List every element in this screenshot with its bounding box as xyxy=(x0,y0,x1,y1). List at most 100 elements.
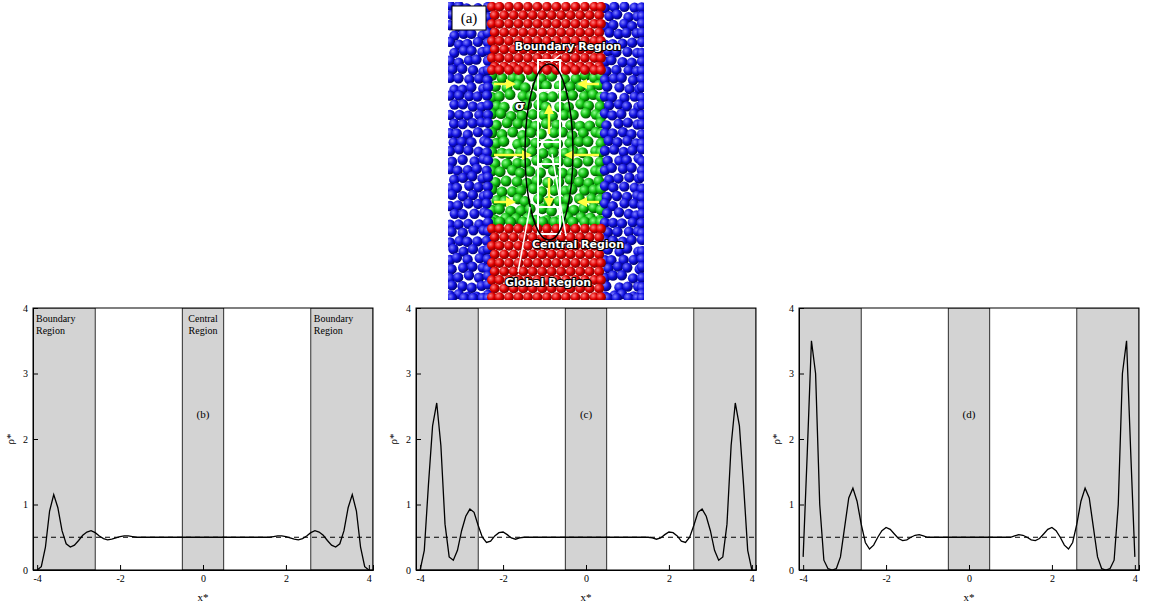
reservoir-atom xyxy=(452,252,462,262)
x-tick: 0 xyxy=(967,565,972,584)
wall-atom xyxy=(499,249,509,259)
wall-atom xyxy=(585,27,595,37)
y-tick-label: 4 xyxy=(789,303,794,314)
y-tick-label: 3 xyxy=(23,368,28,379)
reservoir-atom xyxy=(448,280,457,290)
x-axis-title: x* xyxy=(964,591,975,603)
x-tick-mark xyxy=(969,565,970,570)
reservoir-atom xyxy=(466,283,476,293)
y-tick-label: 1 xyxy=(406,499,411,510)
reservoir-atom xyxy=(609,144,619,154)
reservoir-atom xyxy=(448,190,457,200)
y-tick-label: 2 xyxy=(23,434,28,445)
snapshot-background xyxy=(448,2,644,300)
leader-line xyxy=(551,55,560,62)
x-tick-mark xyxy=(752,565,753,570)
y-tick-label: 0 xyxy=(406,565,411,576)
fluid-atom xyxy=(501,176,512,187)
y-tick: 1 xyxy=(406,499,421,510)
wall-atom xyxy=(495,258,505,268)
panel-label: (b) xyxy=(197,408,210,421)
wall-atom xyxy=(542,53,552,63)
y-tick: 3 xyxy=(406,368,421,379)
wall-atom xyxy=(571,258,581,268)
wall-atom xyxy=(585,10,595,20)
density-line xyxy=(37,495,369,570)
column-divider xyxy=(538,163,560,165)
reservoir-atom xyxy=(637,119,644,129)
reservoir-atom xyxy=(448,293,457,300)
wall-atom xyxy=(596,224,606,234)
wall-atom xyxy=(537,10,547,20)
x-axis: -4-2024 xyxy=(33,565,373,584)
region-label: CentralRegion xyxy=(188,313,218,336)
reservoir-atom xyxy=(626,163,636,173)
reservoir-atom xyxy=(622,47,632,57)
x-tick: -2 xyxy=(116,565,124,584)
shaded-region xyxy=(33,308,95,570)
x-tick-label: -4 xyxy=(799,573,807,584)
global-region-outline xyxy=(525,64,573,240)
y-tick: 2 xyxy=(406,434,421,445)
x-axis-title: x* xyxy=(581,591,592,603)
x-tick: 4 xyxy=(750,565,755,584)
reservoir-atom xyxy=(637,235,644,245)
reservoir-atom xyxy=(483,100,493,110)
wall-atom xyxy=(495,19,505,29)
y-axis-title: ρ* xyxy=(4,434,16,445)
x-tick-mark xyxy=(1135,565,1136,570)
reservoir-atom xyxy=(623,117,633,127)
wall-atom xyxy=(490,45,500,55)
x-tick: 4 xyxy=(367,565,372,584)
snapshot-panel: Boundary RegionσCentral RegionGlobal Reg… xyxy=(445,0,647,303)
y-tick: 2 xyxy=(789,434,804,445)
wall-atom xyxy=(504,65,514,75)
wall-atom xyxy=(561,65,571,75)
x-tick: 4 xyxy=(1133,565,1138,584)
wall-atom xyxy=(542,2,552,12)
wall-atom xyxy=(596,275,606,285)
wall-atom xyxy=(542,292,552,300)
x-axis-title: x* xyxy=(198,591,209,603)
x-axis-line xyxy=(417,565,757,571)
reservoir-atom xyxy=(464,181,474,191)
wall-atom xyxy=(585,267,595,277)
reservoir-atom xyxy=(637,37,644,47)
reservoir-atom xyxy=(448,264,457,274)
wall-atom xyxy=(596,65,606,75)
x-tick-mark xyxy=(886,565,887,570)
wall-atom xyxy=(523,258,533,268)
y-axis-line xyxy=(34,309,39,571)
column-divider xyxy=(538,206,560,208)
reservoir-atom xyxy=(606,55,616,65)
reservoir-atom xyxy=(468,225,478,235)
region-label-line: Region xyxy=(189,325,218,336)
reservoir-atom xyxy=(466,82,476,92)
wall-atom xyxy=(514,2,524,12)
flux-arrow xyxy=(579,201,599,204)
y-axis-line xyxy=(417,309,422,571)
fluid-atom xyxy=(527,109,538,120)
y-tick-mark xyxy=(416,374,421,375)
y-tick: 2 xyxy=(23,434,38,445)
leader-line xyxy=(518,207,530,272)
wall-atom xyxy=(571,53,581,63)
wall-atom xyxy=(490,267,500,277)
profile-panel: -4-202401234x*ρ*(c) xyxy=(387,303,757,603)
wall-atom xyxy=(575,10,585,20)
panel-label: (a) xyxy=(461,10,478,27)
reservoir-atom xyxy=(637,156,644,166)
fluid-atom xyxy=(568,110,579,121)
x-tick-mark xyxy=(369,565,370,570)
wall-atom xyxy=(495,53,505,63)
wall-atom xyxy=(533,19,543,29)
reservoir-atom xyxy=(607,110,617,120)
region-label-line: Central xyxy=(188,313,218,324)
reservoir-atom xyxy=(457,155,467,165)
y-tick-mark xyxy=(799,308,804,309)
x-tick-mark xyxy=(420,565,421,570)
y-tick: 0 xyxy=(789,565,804,576)
wall-atom xyxy=(509,232,519,242)
reservoir-atom xyxy=(627,37,637,47)
reservoir-atom xyxy=(637,262,644,272)
